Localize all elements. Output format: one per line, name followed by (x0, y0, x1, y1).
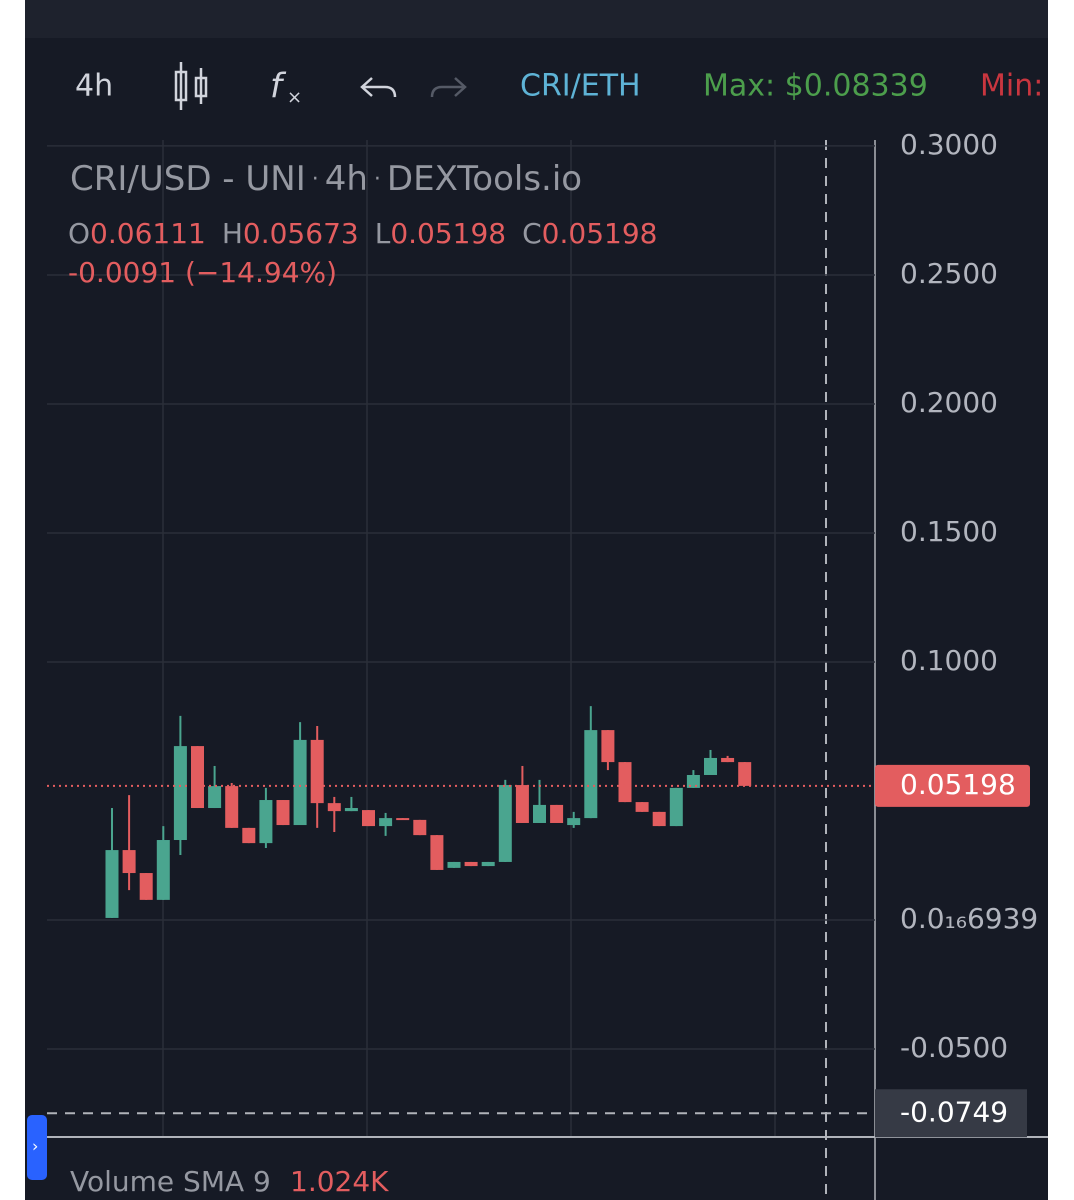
candle-body (601, 730, 615, 763)
candle-body (327, 803, 341, 812)
volume-label: Volume SMA 9 (70, 1165, 271, 1198)
candle-body (704, 757, 717, 775)
candle-body (259, 800, 273, 844)
candle-body (156, 840, 170, 900)
interval[interactable]: 4h (75, 69, 113, 104)
candle-body (105, 850, 119, 918)
subtitle-source: DEXTools.io (387, 159, 582, 199)
y-tick-label: 0.2000 (900, 386, 998, 419)
indicator-icon-x[interactable]: × (287, 87, 302, 108)
max-price: Max: $0.08339 (703, 69, 928, 104)
candle-body (430, 835, 444, 870)
candle-body (686, 774, 700, 788)
candle-body (362, 810, 375, 827)
volume-value: 1.024K (290, 1165, 389, 1198)
y-tick-label: 0.0₁₆6939 (900, 902, 1038, 935)
min-price: Min: (980, 69, 1043, 104)
candle-body (413, 819, 427, 836)
candle-body (515, 785, 529, 823)
candle-body (191, 746, 204, 809)
y-tick-label: 0.2500 (900, 257, 998, 290)
candle-body (584, 730, 598, 819)
change: -0.0091 (−14.94%) (68, 256, 337, 289)
ohlc-key: O (68, 217, 90, 250)
y-tick-label: 0.3000 (900, 128, 998, 161)
candle-body (447, 861, 461, 868)
y-tick-label: 0.1000 (900, 644, 998, 677)
ohlc-value: 0.05673 (243, 217, 359, 250)
ohlc-value: 0.06111 (90, 217, 206, 250)
candle-body (310, 739, 324, 804)
ohlc-key: L (375, 217, 391, 250)
ohlc-legend: O0.06111 H0.05673 L0.05198 C0.05198 (68, 217, 657, 250)
candle-body (396, 818, 410, 821)
title: CRI/USD - UNI (70, 159, 306, 199)
candle-body (550, 804, 564, 823)
candle-body (344, 808, 358, 812)
ohlc-value: 0.05198 (542, 217, 658, 250)
candle-body (208, 786, 222, 809)
candle-body (464, 861, 478, 867)
candle-body (498, 785, 512, 862)
candle-body (618, 762, 632, 803)
ohlc-value: 0.05198 (390, 217, 506, 250)
candle-body (173, 746, 187, 841)
candle-body (533, 804, 546, 823)
subtitle-interval: 4h (325, 159, 368, 199)
redo[interactable] (430, 77, 467, 98)
panel (25, 0, 1048, 1200)
crosshair-badge (875, 1089, 1027, 1138)
right-margin (1048, 0, 1074, 1200)
candle-body (721, 757, 735, 763)
top-bar (25, 0, 1048, 38)
ohlc-key: C (522, 217, 542, 250)
candle-body (567, 818, 581, 826)
y-tick-label: -0.0500 (900, 1031, 1008, 1064)
time-grid (162, 140, 776, 1137)
plot (47, 145, 875, 1115)
candle-body (738, 762, 752, 786)
crosshair-label: -0.0749 (900, 1095, 1008, 1128)
collapse-arrow[interactable]: › (32, 1137, 38, 1156)
candle-body (635, 802, 649, 812)
undo[interactable] (360, 77, 397, 98)
candle-body (669, 787, 683, 827)
y-tick-label: 0.1500 (900, 515, 998, 548)
candle-icon[interactable] (174, 62, 208, 110)
candle-body (293, 739, 307, 826)
collapse-tab[interactable] (27, 1115, 47, 1180)
candle-body (242, 827, 256, 844)
candle-body (276, 800, 290, 826)
candle-body (481, 861, 495, 867)
last-price-badge (875, 764, 1030, 807)
candle-body (652, 811, 666, 827)
candle-body (122, 850, 136, 874)
candle-body (225, 786, 239, 828)
candle-body (379, 818, 393, 827)
chart-title: CRI/USD - UNI · 4h · DEXTools.io (70, 159, 582, 199)
candle-body (139, 873, 153, 900)
last-price-label: 0.05198 (900, 768, 1016, 801)
ohlc-key: H (222, 217, 243, 250)
pair[interactable]: CRI/ETH (520, 69, 641, 104)
